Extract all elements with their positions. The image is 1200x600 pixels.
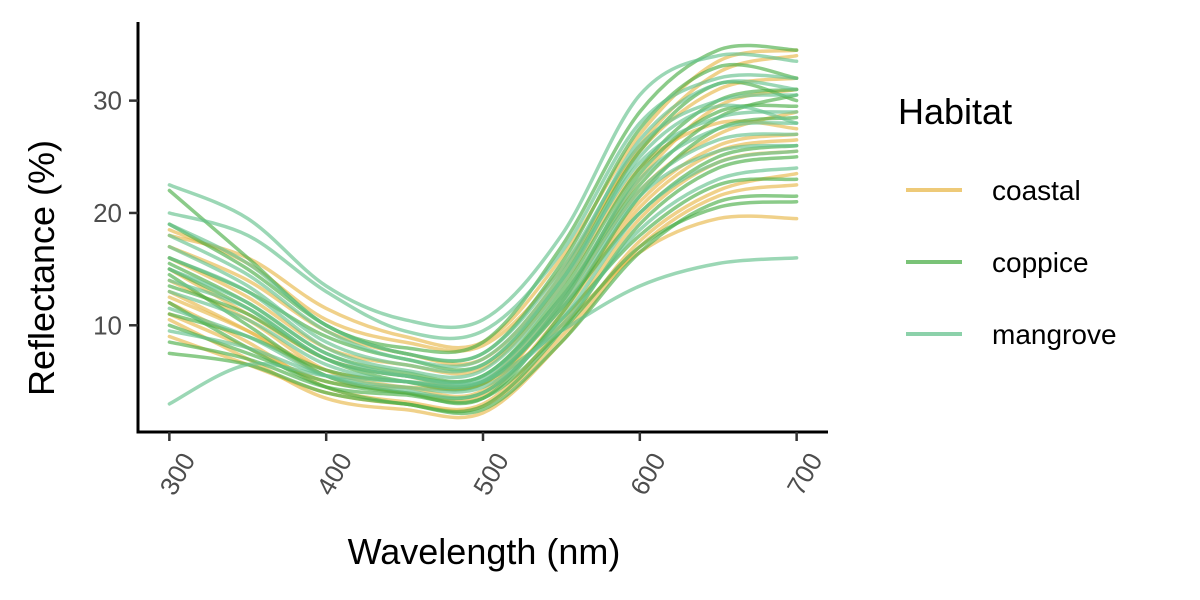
series-line-mangrove-35 xyxy=(167,79,799,369)
series-line-mangrove-29 xyxy=(167,120,799,385)
legend-items: coastal coppice mangrove xyxy=(906,175,1117,350)
legend-label-mangrove: mangrove xyxy=(992,319,1117,350)
series-line-mangrove-36 xyxy=(167,132,799,387)
x-axis-title: Wavelength (nm) xyxy=(348,531,621,572)
y-axis-title: Reflectance (%) xyxy=(21,140,62,396)
x-tick-label: 300 xyxy=(154,448,202,501)
y-axis-ticks: 10 20 30 xyxy=(93,86,138,340)
series-line-mangrove-27 xyxy=(167,93,799,363)
x-tick-label: 400 xyxy=(310,448,358,501)
series-line-coastal-3 xyxy=(167,110,799,399)
y-tick-label: 20 xyxy=(93,198,122,228)
series-line-mangrove-32 xyxy=(167,166,799,394)
x-tick-label: 600 xyxy=(624,448,672,501)
legend-label-coastal: coastal xyxy=(992,175,1081,206)
series-line-mangrove-33 xyxy=(167,256,799,406)
series-line-coppice-17 xyxy=(167,193,799,416)
series-line-mangrove-26 xyxy=(167,73,799,341)
x-axis-ticks: 300 400 500 600 700 xyxy=(154,432,829,501)
series-line-coppice-21 xyxy=(167,199,799,405)
series-line-mangrove-31 xyxy=(167,149,799,400)
series-line-mangrove-25 xyxy=(167,52,799,330)
series-line-mangrove-34 xyxy=(167,103,799,380)
plot-area: 10 20 30 300 400 500 600 700 xyxy=(93,22,828,500)
y-tick-label: 30 xyxy=(93,86,122,116)
x-tick-label: 700 xyxy=(781,448,829,501)
series-line-coastal-2 xyxy=(167,119,799,376)
legend-label-coppice: coppice xyxy=(992,247,1089,278)
x-tick-label: 500 xyxy=(467,448,515,501)
y-tick-label: 10 xyxy=(93,310,122,340)
series-line-mangrove-28 xyxy=(167,110,799,374)
legend-title: Habitat xyxy=(898,91,1012,132)
legend: Habitat coastal coppice mangrove xyxy=(898,91,1117,350)
series-lines xyxy=(167,43,799,420)
